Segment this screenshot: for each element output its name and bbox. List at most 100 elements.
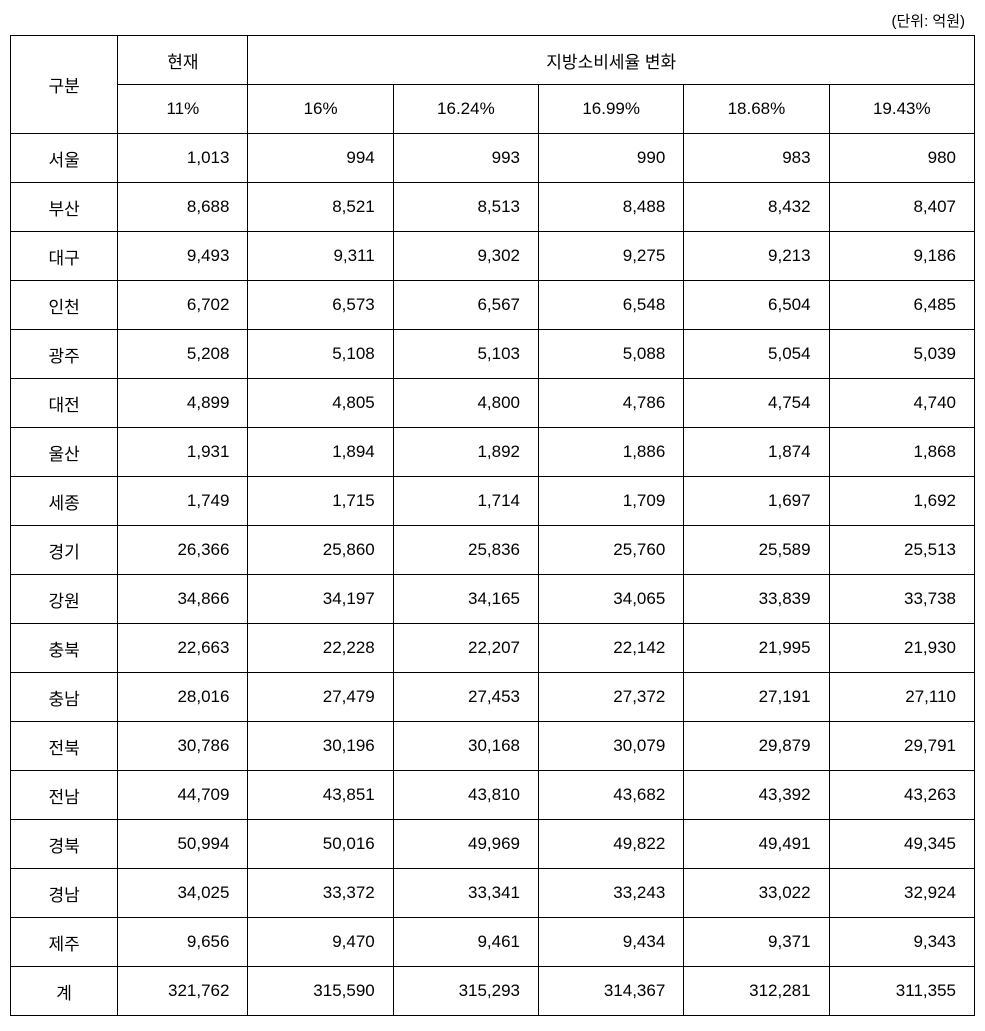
region-cell: 부산: [11, 183, 118, 232]
header-rate-0: 11%: [118, 85, 248, 134]
value-cell: 321,762: [118, 967, 248, 1016]
value-cell: 8,432: [684, 183, 829, 232]
value-cell: 1,013: [118, 134, 248, 183]
region-cell: 대구: [11, 232, 118, 281]
value-cell: 27,110: [829, 673, 974, 722]
value-cell: 43,682: [539, 771, 684, 820]
value-cell: 1,868: [829, 428, 974, 477]
value-cell: 29,879: [684, 722, 829, 771]
value-cell: 9,493: [118, 232, 248, 281]
value-cell: 1,692: [829, 477, 974, 526]
value-cell: 9,434: [539, 918, 684, 967]
region-cell: 경북: [11, 820, 118, 869]
value-cell: 25,860: [248, 526, 393, 575]
table-row: 대전4,8994,8054,8004,7864,7544,740: [11, 379, 975, 428]
region-cell: 서울: [11, 134, 118, 183]
region-cell: 광주: [11, 330, 118, 379]
value-cell: 993: [393, 134, 538, 183]
value-cell: 43,851: [248, 771, 393, 820]
value-cell: 33,243: [539, 869, 684, 918]
value-cell: 34,866: [118, 575, 248, 624]
value-cell: 49,491: [684, 820, 829, 869]
value-cell: 44,709: [118, 771, 248, 820]
data-table: 구분 현재 지방소비세율 변화 11% 16% 16.24% 16.99% 18…: [10, 35, 975, 1016]
value-cell: 26,366: [118, 526, 248, 575]
value-cell: 8,513: [393, 183, 538, 232]
value-cell: 5,103: [393, 330, 538, 379]
value-cell: 6,567: [393, 281, 538, 330]
value-cell: 43,810: [393, 771, 538, 820]
value-cell: 8,407: [829, 183, 974, 232]
table-row: 강원34,86634,19734,16534,06533,83933,738: [11, 575, 975, 624]
value-cell: 34,165: [393, 575, 538, 624]
value-cell: 33,372: [248, 869, 393, 918]
header-rate-4: 18.68%: [684, 85, 829, 134]
value-cell: 49,969: [393, 820, 538, 869]
table-row: 경남34,02533,37233,34133,24333,02232,924: [11, 869, 975, 918]
value-cell: 27,191: [684, 673, 829, 722]
value-cell: 4,786: [539, 379, 684, 428]
value-cell: 990: [539, 134, 684, 183]
table-row: 계321,762315,590315,293314,367312,281311,…: [11, 967, 975, 1016]
region-cell: 전남: [11, 771, 118, 820]
region-cell: 대전: [11, 379, 118, 428]
value-cell: 8,688: [118, 183, 248, 232]
unit-label: (단위: 억원): [10, 10, 975, 31]
value-cell: 29,791: [829, 722, 974, 771]
header-region: 구분: [11, 36, 118, 134]
value-cell: 311,355: [829, 967, 974, 1016]
value-cell: 30,196: [248, 722, 393, 771]
value-cell: 9,343: [829, 918, 974, 967]
value-cell: 22,207: [393, 624, 538, 673]
value-cell: 6,702: [118, 281, 248, 330]
value-cell: 314,367: [539, 967, 684, 1016]
value-cell: 27,453: [393, 673, 538, 722]
value-cell: 4,899: [118, 379, 248, 428]
value-cell: 25,836: [393, 526, 538, 575]
value-cell: 22,142: [539, 624, 684, 673]
value-cell: 33,022: [684, 869, 829, 918]
value-cell: 43,263: [829, 771, 974, 820]
region-cell: 충북: [11, 624, 118, 673]
region-cell: 전북: [11, 722, 118, 771]
value-cell: 315,590: [248, 967, 393, 1016]
value-cell: 983: [684, 134, 829, 183]
value-cell: 9,275: [539, 232, 684, 281]
value-cell: 994: [248, 134, 393, 183]
value-cell: 9,186: [829, 232, 974, 281]
value-cell: 5,039: [829, 330, 974, 379]
header-rate-3: 16.99%: [539, 85, 684, 134]
value-cell: 22,663: [118, 624, 248, 673]
value-cell: 312,281: [684, 967, 829, 1016]
header-row-1: 구분 현재 지방소비세율 변화: [11, 36, 975, 85]
region-cell: 경기: [11, 526, 118, 575]
value-cell: 4,800: [393, 379, 538, 428]
value-cell: 25,513: [829, 526, 974, 575]
table-row: 전남44,70943,85143,81043,68243,39243,263: [11, 771, 975, 820]
region-cell: 세종: [11, 477, 118, 526]
table-row: 전북30,78630,19630,16830,07929,87929,791: [11, 722, 975, 771]
value-cell: 6,573: [248, 281, 393, 330]
value-cell: 33,839: [684, 575, 829, 624]
value-cell: 1,715: [248, 477, 393, 526]
table-row: 경기26,36625,86025,83625,76025,58925,513: [11, 526, 975, 575]
value-cell: 22,228: [248, 624, 393, 673]
value-cell: 21,930: [829, 624, 974, 673]
value-cell: 9,470: [248, 918, 393, 967]
region-cell: 강원: [11, 575, 118, 624]
header-current: 현재: [118, 36, 248, 85]
header-rate-2: 16.24%: [393, 85, 538, 134]
value-cell: 33,738: [829, 575, 974, 624]
value-cell: 49,345: [829, 820, 974, 869]
value-cell: 27,372: [539, 673, 684, 722]
value-cell: 6,504: [684, 281, 829, 330]
region-cell: 울산: [11, 428, 118, 477]
value-cell: 4,805: [248, 379, 393, 428]
header-change-title: 지방소비세율 변화: [248, 36, 975, 85]
header-row-2: 11% 16% 16.24% 16.99% 18.68% 19.43%: [11, 85, 975, 134]
value-cell: 6,548: [539, 281, 684, 330]
table-row: 인천6,7026,5736,5676,5486,5046,485: [11, 281, 975, 330]
region-cell: 인천: [11, 281, 118, 330]
value-cell: 9,311: [248, 232, 393, 281]
value-cell: 9,302: [393, 232, 538, 281]
